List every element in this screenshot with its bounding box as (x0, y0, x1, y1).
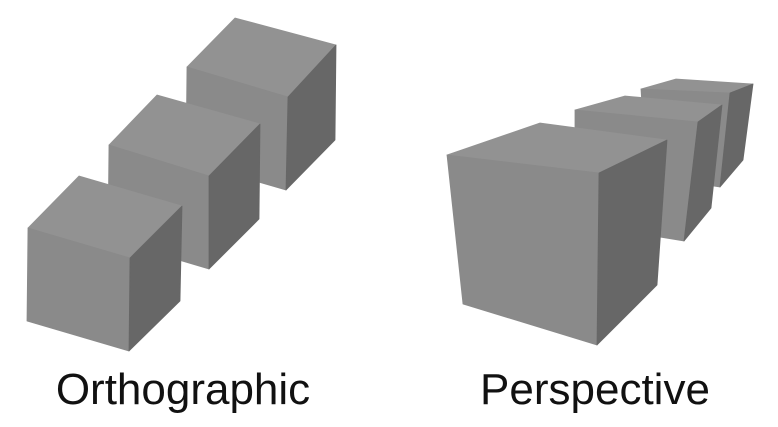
cube-face-front (447, 155, 599, 345)
persp-cube-front (447, 123, 667, 345)
orthographic-cubes (27, 18, 336, 351)
cube-face-side (597, 140, 667, 345)
perspective-label: Perspective (430, 360, 760, 420)
orthographic-label: Orthographic (18, 360, 348, 420)
perspective-cubes (447, 79, 753, 345)
ortho-cube-front (27, 176, 182, 351)
